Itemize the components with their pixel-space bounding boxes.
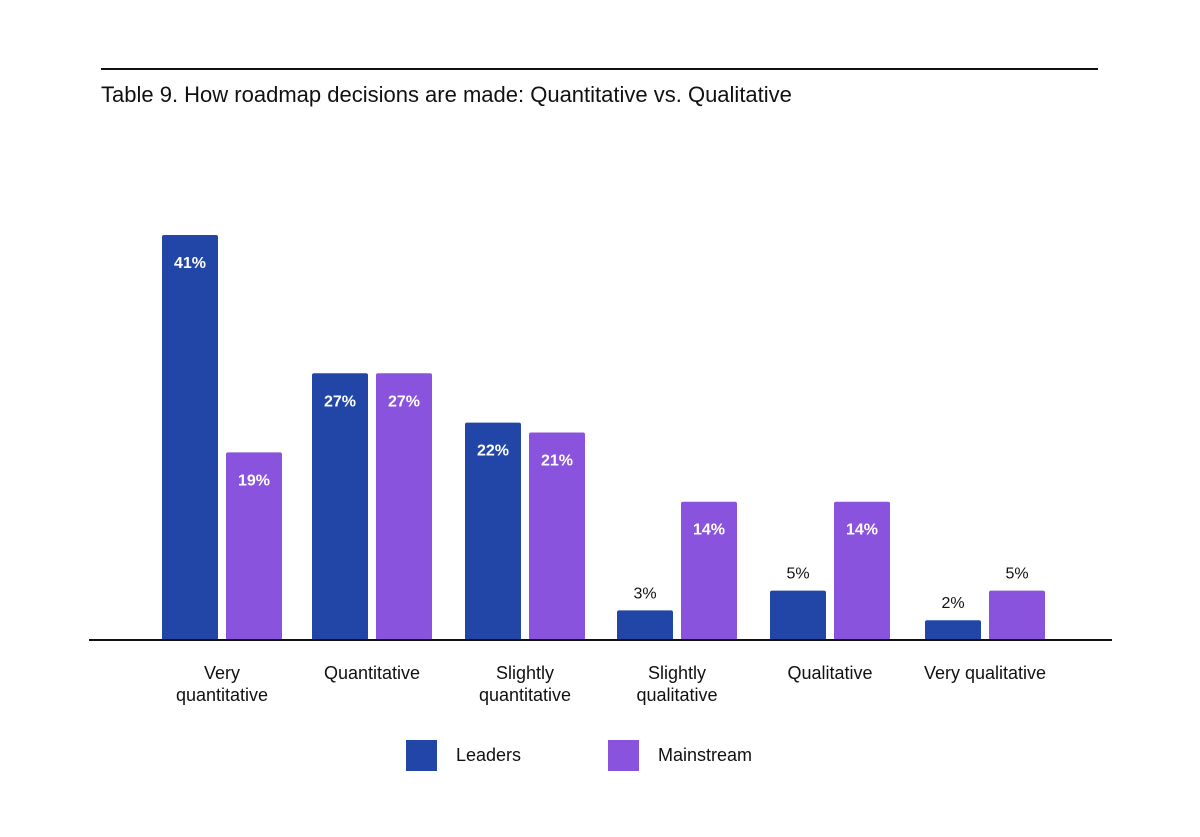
category-label-1: Quantitative [324, 663, 420, 683]
bar-mainstream-0 [226, 452, 282, 640]
legend-label-leaders: Leaders [456, 744, 522, 765]
bar-leaders-2 [465, 422, 521, 640]
data-label-mainstream-0: 19% [238, 472, 270, 489]
bar-mainstream-1 [376, 373, 432, 640]
category-label-5: Very qualitative [924, 663, 1046, 683]
bar-mainstream-5 [989, 590, 1045, 640]
category-label-4: Qualitative [787, 663, 872, 683]
top-rule [101, 68, 1098, 70]
legend-swatch-leaders [406, 739, 437, 771]
data-label-leaders-4: 5% [786, 566, 809, 583]
data-label-leaders-0: 41% [174, 255, 206, 272]
bar-mainstream-2 [529, 432, 585, 640]
legend: Leaders Mainstream [0, 739, 1200, 773]
bar-mainstream-4 [834, 501, 890, 640]
bar-leaders-0 [162, 235, 218, 640]
category-label-0: Very quantitative [176, 663, 268, 705]
category-label-3: Slightly qualitative [636, 663, 717, 705]
data-label-mainstream-1: 27% [388, 393, 420, 410]
chart-title: Table 9. How roadmap decisions are made:… [101, 82, 792, 107]
bar-leaders-5 [925, 620, 981, 640]
data-label-mainstream-5: 5% [1005, 566, 1028, 583]
bar-leaders-3 [617, 610, 673, 640]
bar-mainstream-3 [681, 501, 737, 640]
legend-swatch-mainstream [608, 739, 639, 771]
data-label-mainstream-3: 14% [693, 522, 725, 539]
data-label-leaders-3: 3% [633, 585, 656, 602]
data-label-leaders-1: 27% [324, 393, 356, 410]
legend-item-leaders: Leaders [406, 739, 521, 771]
bar-leaders-1 [312, 373, 368, 640]
data-label-mainstream-2: 21% [541, 453, 573, 470]
data-label-leaders-5: 2% [941, 595, 964, 612]
data-label-leaders-2: 22% [477, 443, 509, 460]
data-label-mainstream-4: 14% [846, 522, 878, 539]
bar-leaders-4 [770, 590, 826, 640]
legend-item-mainstream: Mainstream [608, 739, 752, 771]
category-label-2: Slightly quantitative [479, 663, 571, 705]
legend-label-mainstream: Mainstream [658, 744, 753, 765]
